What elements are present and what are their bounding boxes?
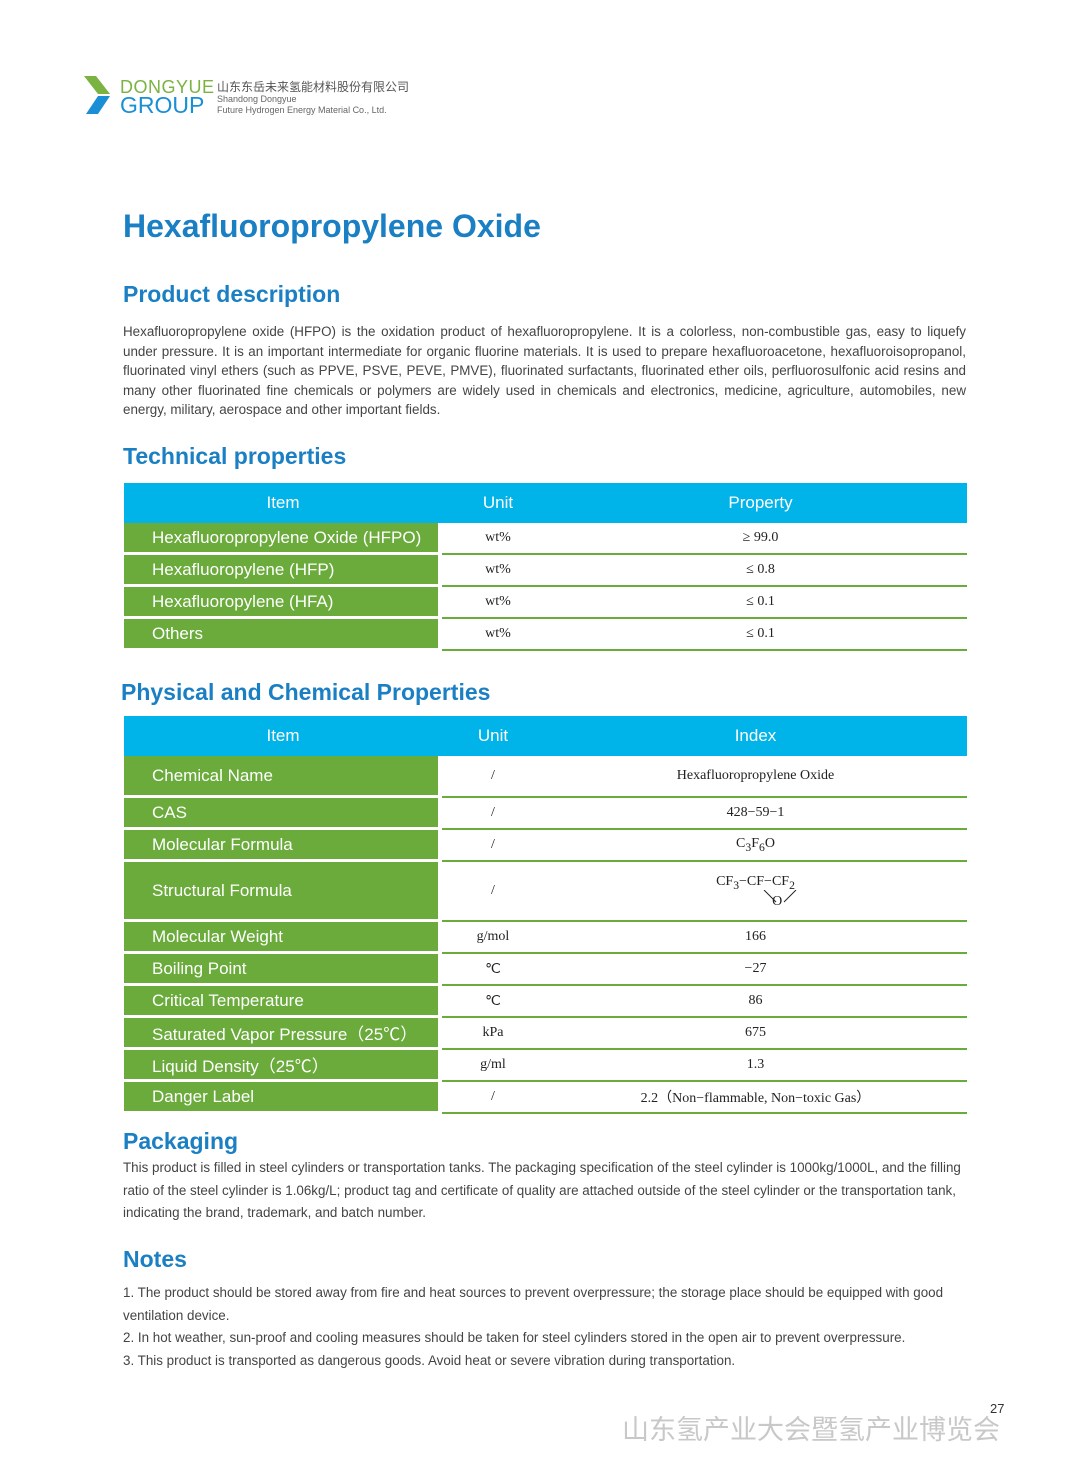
page-number: 27: [990, 1401, 1005, 1416]
item-cell: Hexafluoropylene (HFA): [124, 587, 442, 619]
table-row: Hexafluoropropylene Oxide (HFPO) wt% ≥ 99.…: [124, 523, 967, 555]
property-cell: ≤ 0.1: [554, 619, 967, 651]
sf-c: CF: [771, 874, 790, 890]
col-item: Item: [124, 716, 442, 756]
technical-heading: Technical properties: [123, 443, 347, 469]
packaging-text: This product is filled in steel cylinder…: [123, 1160, 961, 1220]
item-cell: CAS: [124, 798, 442, 830]
index-cell: 428−59−1: [544, 798, 967, 830]
notes-list: 1. The product should be stored away fro…: [123, 1282, 971, 1372]
unit-cell: /: [442, 798, 544, 830]
table-row: Chemical Name / Hexafluoropropylene Oxide: [124, 756, 967, 798]
sf-a: CF: [716, 874, 734, 890]
item-cell: Others: [124, 619, 442, 651]
mf-f-n: 6: [759, 840, 765, 854]
note-item: 2. In hot weather, sun-proof and cooling…: [123, 1330, 906, 1345]
table-row: Hexafluoropylene (HFP) wt% ≤ 0.8: [124, 555, 967, 587]
unit-cell: wt%: [442, 619, 554, 651]
table-row: Others wt% ≤ 0.1: [124, 619, 967, 651]
index-cell: 166: [544, 922, 967, 954]
property-cell: ≤ 0.8: [554, 555, 967, 587]
table-row: Molecular Weight g/mol 166: [124, 922, 967, 954]
unit-cell: ℃: [442, 954, 544, 986]
unit-cell: wt%: [442, 523, 554, 555]
notes-heading: Notes: [123, 1246, 187, 1272]
technical-table: Item Unit Property Hexafluoropropylene O…: [124, 483, 967, 651]
table-row: Structural Formula / CF3−CF−CF2 O: [124, 862, 967, 922]
molecular-formula: C3F6O: [544, 830, 967, 862]
index-cell: 86: [544, 986, 967, 1018]
unit-cell: kPa: [442, 1018, 544, 1050]
unit-cell: g/ml: [442, 1050, 544, 1082]
col-unit: Unit: [442, 716, 544, 756]
structural-formula: CF3−CF−CF2 O: [544, 862, 967, 922]
col-item: Item: [124, 483, 442, 523]
unit-cell: /: [442, 830, 544, 862]
page-title: Hexafluoropropylene Oxide: [123, 208, 541, 244]
sf-bridge: O: [772, 894, 783, 910]
col-unit: Unit: [442, 483, 554, 523]
brand-line2: GROUP: [120, 92, 205, 118]
unit-cell: g/mol: [442, 922, 544, 954]
unit-cell: /: [442, 862, 544, 922]
index-cell: 1.3: [544, 1050, 967, 1082]
item-cell: Hexafluoropropylene Oxide (HFPO): [124, 523, 442, 555]
watermark: 山东氢产业大会暨氢产业博览会: [622, 1415, 1000, 1445]
col-property: Property: [554, 483, 967, 523]
company-name-cn: 山东东岳未来氢能材料股份有限公司: [217, 80, 410, 94]
unit-cell: /: [442, 756, 544, 798]
item-cell: Saturated Vapor Pressure（25℃）: [124, 1018, 442, 1050]
index-cell: −27: [544, 954, 967, 986]
item-cell: Molecular Weight: [124, 922, 442, 954]
index-cell: Hexafluoropropylene Oxide: [544, 756, 967, 798]
description-text: Hexafluoropropylene oxide (HFPO) is the …: [123, 324, 966, 418]
epoxide-bond-icon: [763, 890, 797, 903]
col-index: Index: [544, 716, 967, 756]
unit-cell: ℃: [442, 986, 544, 1018]
table-row: Liquid Density（25℃） g/ml 1.3: [124, 1050, 967, 1082]
unit-cell: wt%: [442, 587, 554, 619]
description-heading: Product description: [123, 281, 341, 307]
dongyue-logo-icon: [84, 76, 110, 114]
mf-f: F: [751, 836, 759, 852]
company-name-en-2: Future Hydrogen Energy Material Co., Ltd…: [217, 105, 387, 115]
table-row: Boiling Point ℃ −27: [124, 954, 967, 986]
item-cell: Chemical Name: [124, 756, 442, 798]
item-cell: Danger Label: [124, 1082, 442, 1114]
item-cell: Boiling Point: [124, 954, 442, 986]
sf-c-n: 2: [789, 878, 795, 892]
mf-c-n: 3: [745, 840, 752, 854]
item-cell: Liquid Density（25℃）: [124, 1050, 442, 1082]
packaging-heading: Packaging: [123, 1128, 239, 1154]
item-cell: Critical Temperature: [124, 986, 442, 1018]
brand-line1: DONGYUE: [120, 77, 215, 97]
company-name-en-1: Shandong Dongyue: [217, 94, 297, 104]
item-cell: Molecular Formula: [124, 830, 442, 862]
table-row: Hexafluoropylene (HFA) wt% ≤ 0.1: [124, 587, 967, 619]
index-cell: 2.2（Non−flammable, Non−toxic Gas）: [544, 1082, 967, 1114]
mf-o: O: [764, 836, 775, 852]
mf-c: C: [736, 836, 746, 852]
property-cell: ≥ 99.0: [554, 523, 967, 555]
item-cell: Structural Formula: [124, 862, 442, 922]
sf-b: −CF−: [739, 874, 772, 890]
table-row: Critical Temperature ℃ 86: [124, 986, 967, 1018]
sf-a-n: 3: [733, 878, 740, 892]
physical-table: Item Unit Index Chemical Name / Hexafluoro…: [124, 716, 967, 1114]
table-row: Molecular Formula / C3F6O: [124, 830, 967, 862]
table-row: CAS/428−59−1: [124, 798, 967, 830]
table-row: Saturated Vapor Pressure（25℃） kPa 675: [124, 1018, 967, 1050]
table-row: Danger Label/2.2（Non−flammable, Non−toxi…: [124, 1082, 967, 1114]
note-item: 3. This product is transported as danger…: [123, 1352, 736, 1368]
property-cell: ≤ 0.1: [554, 587, 967, 619]
unit-cell: /: [442, 1082, 544, 1114]
index-cell: 675: [544, 1018, 967, 1050]
item-cell: Hexafluoropylene (HFP): [124, 555, 442, 587]
physical-heading: Physical and Chemical Properties: [121, 679, 491, 705]
note-item: 1. The product should be stored away fro…: [123, 1285, 944, 1323]
unit-cell: wt%: [442, 555, 554, 587]
